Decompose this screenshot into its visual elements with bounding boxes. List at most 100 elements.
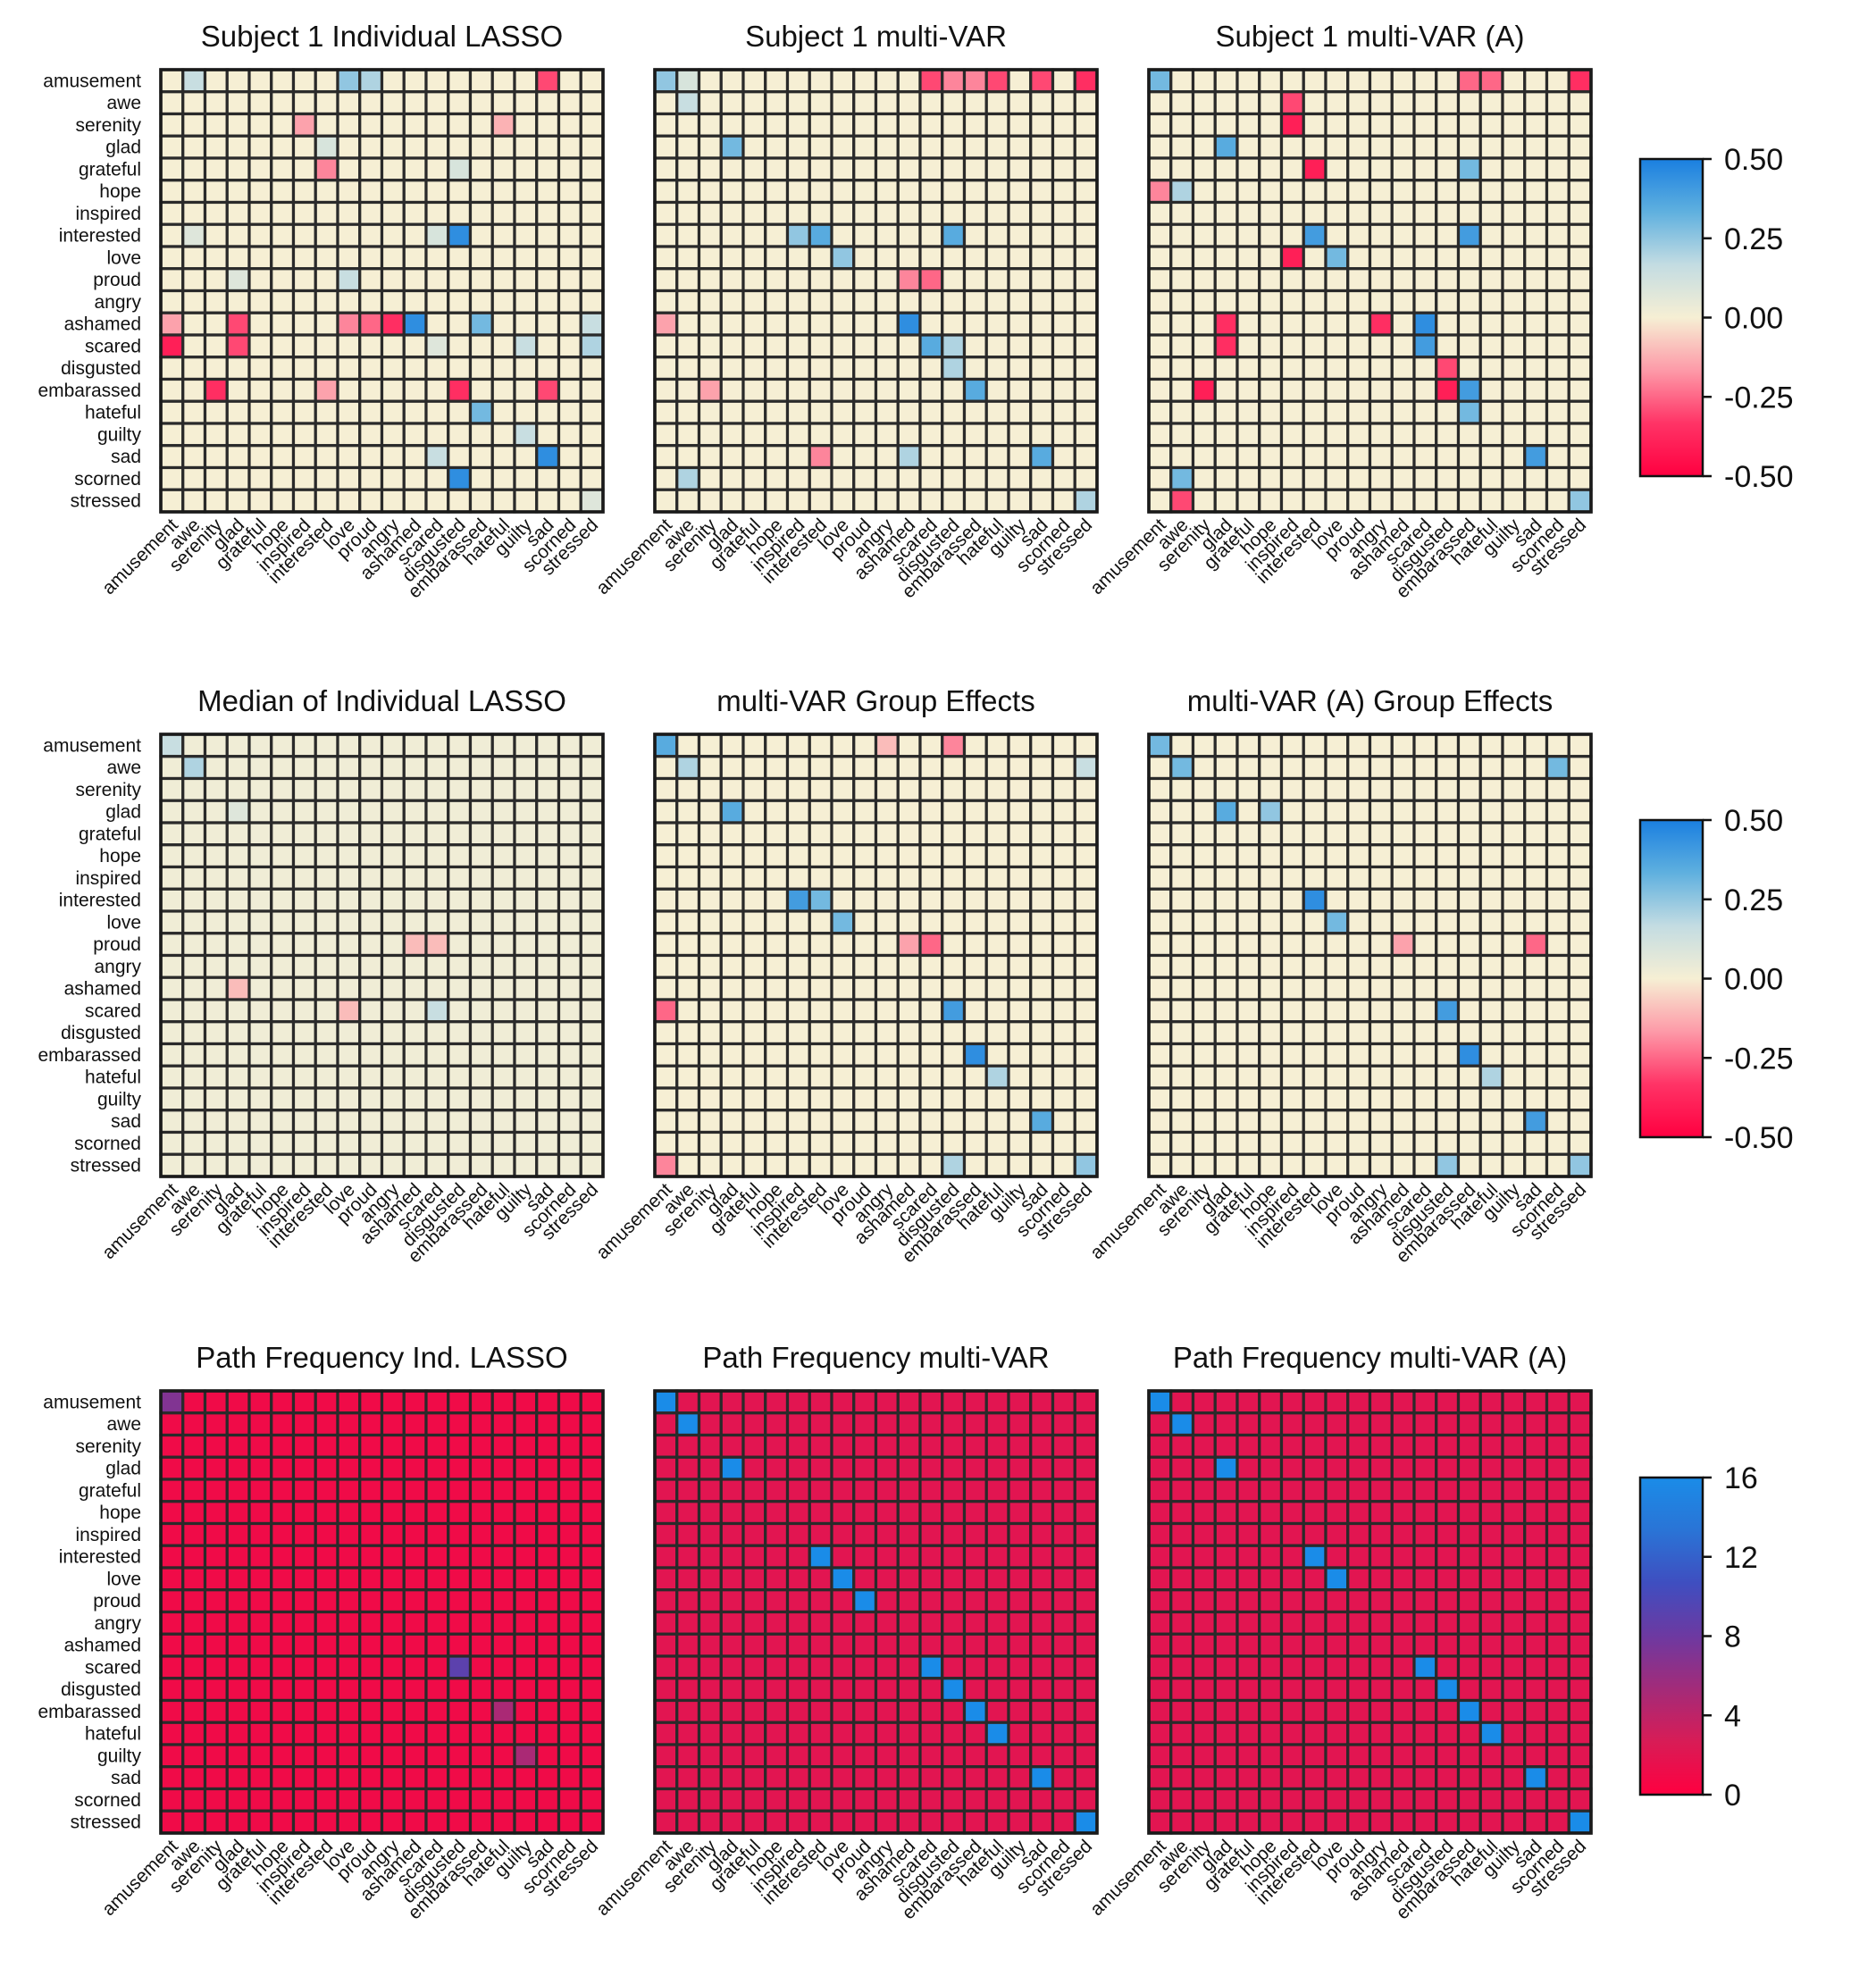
heatmap-cell [1235, 1130, 1261, 1156]
heatmap-cell [874, 865, 900, 891]
heatmap-cell [513, 843, 539, 869]
heatmap-cell [785, 755, 811, 781]
heatmap-cell [941, 267, 967, 293]
heatmap-cell [181, 799, 207, 825]
heatmap-cell [468, 821, 494, 847]
heatmap-cell [764, 887, 790, 913]
heatmap-cell [424, 1152, 450, 1178]
heatmap-cell [468, 1677, 494, 1703]
heatmap-cell [579, 909, 605, 935]
heatmap-cell [270, 1411, 296, 1437]
heatmap-cell [490, 333, 516, 359]
heatmap-cell [1435, 1632, 1461, 1658]
heatmap-cell [1235, 90, 1261, 116]
colorbar-tick-label: 16 [1724, 1461, 1758, 1495]
heatmap-cell [785, 267, 811, 293]
heatmap-cell [557, 200, 582, 226]
heatmap-cell [962, 1677, 988, 1703]
heatmap-cell [424, 1130, 450, 1156]
heatmap-cell [336, 755, 362, 781]
heatmap-cell [1368, 799, 1394, 825]
heatmap-cell [852, 1086, 878, 1112]
heatmap-cell [1390, 289, 1416, 314]
heatmap-cell [785, 1500, 811, 1526]
heatmap-cell [918, 1765, 944, 1791]
heatmap-cell [336, 1566, 362, 1592]
heatmap-cell [741, 444, 767, 470]
heatmap-cell [203, 909, 229, 935]
heatmap-cell [1073, 1610, 1099, 1636]
heatmap-cell [447, 377, 473, 403]
heatmap-cell [1523, 1743, 1549, 1769]
heatmap-cell [764, 1086, 790, 1112]
heatmap-cell [808, 843, 833, 869]
heatmap-cell [1007, 1632, 1033, 1658]
heatmap-cell [941, 112, 967, 138]
heatmap-cell [764, 68, 790, 94]
heatmap-cell [1390, 887, 1416, 913]
heatmap-cell [808, 200, 833, 226]
heatmap-cell [270, 377, 296, 403]
heatmap-cell [447, 1389, 473, 1415]
heatmap-cell [785, 112, 811, 138]
heatmap-cell [1523, 399, 1549, 425]
heatmap-cell [1346, 1698, 1372, 1724]
heatmap-cell [697, 755, 723, 781]
heatmap-cell [181, 975, 207, 1001]
heatmap-cell [830, 1743, 856, 1769]
heatmap-cell [181, 289, 207, 314]
heatmap-cell [675, 1610, 701, 1636]
heatmap-cell [808, 776, 833, 802]
heatmap-cell [941, 932, 967, 958]
heatmap-cell [336, 289, 362, 314]
heatmap-cell [741, 1130, 767, 1156]
heatmap-cell [270, 1130, 296, 1156]
heatmap-cell [1279, 1544, 1305, 1570]
heatmap-cell [270, 399, 296, 425]
heatmap-cell [402, 1765, 428, 1791]
heatmap-cell [513, 1064, 539, 1090]
heatmap-cell [1456, 1809, 1482, 1835]
heatmap-cell [1368, 975, 1394, 1001]
heatmap-cell [1029, 755, 1055, 781]
heatmap-cell [785, 1544, 811, 1570]
heatmap-cell [785, 799, 811, 825]
panel-frame [159, 733, 605, 1178]
heatmap-cell [1279, 998, 1305, 1024]
heatmap-cell [785, 1654, 811, 1680]
heatmap-cell [1324, 998, 1350, 1024]
heatmap-cell [1258, 222, 1284, 248]
heatmap-cell [808, 1411, 833, 1437]
heatmap-cell [557, 1544, 582, 1570]
heatmap-cell [247, 1020, 273, 1046]
heatmap-cell [270, 1455, 296, 1481]
heatmap-cell [314, 1152, 339, 1178]
heatmap-cell [1368, 422, 1394, 448]
heatmap-cell [336, 377, 362, 403]
heatmap-cell [1567, 887, 1593, 913]
heatmap-cell [874, 377, 900, 403]
heatmap-cell [874, 422, 900, 448]
heatmap-cell [918, 843, 944, 869]
heatmap-cell [159, 333, 185, 359]
heatmap-cell [1258, 1521, 1284, 1547]
heatmap-cell [1435, 156, 1461, 182]
heatmap-cell [490, 843, 516, 869]
heatmap-cell [984, 1500, 1010, 1526]
heatmap-cell [1029, 200, 1055, 226]
heatmap-cell [896, 932, 922, 958]
heatmap-cell [962, 333, 988, 359]
heatmap-cell [653, 179, 679, 205]
heatmap-cell [675, 1020, 701, 1046]
heatmap-cell [785, 222, 811, 248]
heatmap-cell [1545, 179, 1570, 205]
heatmap-cell [984, 865, 1010, 891]
heatmap-cell [1051, 465, 1076, 491]
heatmap-cell [159, 399, 185, 425]
heatmap-cell [1258, 1698, 1284, 1724]
heatmap-cell [1191, 1042, 1217, 1068]
heatmap-cell [874, 1566, 900, 1592]
heatmap-cell [1235, 821, 1261, 847]
heatmap-cell [402, 932, 428, 958]
heatmap-cell [1279, 289, 1305, 314]
